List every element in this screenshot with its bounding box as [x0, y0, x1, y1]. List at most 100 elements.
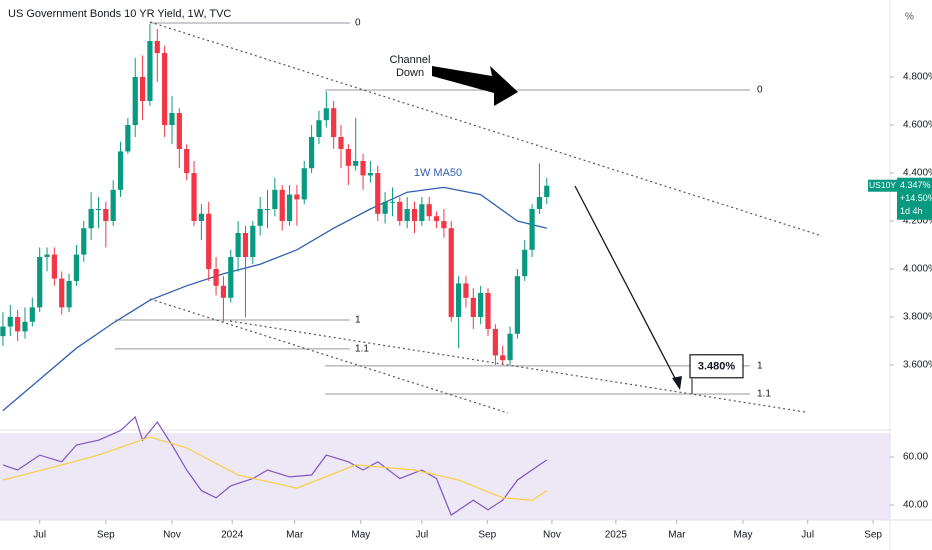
- candle-body: [169, 113, 175, 126]
- price-tag-value: 4.347%: [900, 180, 931, 190]
- candle-body: [411, 209, 418, 221]
- rsi-line: [2, 415, 548, 517]
- candle-body: [228, 256, 234, 298]
- candle-body: [191, 173, 197, 221]
- candle-body: [514, 276, 520, 334]
- candle-body: [81, 228, 87, 255]
- x-tick-label: Sep: [864, 530, 882, 541]
- candle-body: [301, 168, 307, 200]
- candle-body: [66, 280, 72, 308]
- y-tick-label: 4.200%: [903, 216, 932, 227]
- x-tick-label: Nov: [163, 530, 181, 541]
- candle-body: [22, 321, 28, 332]
- candle-body: [500, 355, 506, 361]
- candle-body: [433, 216, 440, 221]
- y-tick-label: 60.00: [903, 452, 928, 463]
- candle-body: [507, 333, 513, 361]
- target-box: [689, 354, 744, 379]
- fib-level-label: 0: [355, 18, 361, 29]
- candle-body: [139, 77, 146, 102]
- candle-body: [470, 297, 476, 317]
- annotation: Channel: [390, 54, 431, 66]
- candle-body: [184, 149, 190, 174]
- candle-body: [536, 197, 543, 210]
- candle-body: [323, 108, 329, 121]
- candle-body: [132, 77, 138, 126]
- x-tick-label: May: [734, 530, 753, 541]
- candle-body: [367, 173, 374, 176]
- candle-body: [544, 185, 550, 198]
- candle-body: [15, 316, 21, 332]
- candle-body: [272, 189, 278, 210]
- candle-body: [117, 151, 124, 190]
- rsi-line: [2, 436, 548, 501]
- candle-body: [154, 41, 160, 54]
- candle-body: [485, 292, 491, 329]
- price-tag-countdown: 1d 4h: [900, 206, 923, 216]
- candle-body: [345, 149, 351, 166]
- candle-body: [103, 209, 109, 221]
- candle-body: [95, 209, 102, 211]
- candle-body: [382, 201, 388, 214]
- annotation-arrow: [432, 66, 518, 106]
- candle-body: [316, 120, 322, 138]
- y-tick-label: 4.400%: [903, 168, 932, 179]
- candle-body: [0, 326, 6, 337]
- price-tag-symbol: [868, 179, 897, 192]
- x-tick-label: May: [351, 530, 370, 541]
- candle-body: [331, 108, 337, 138]
- candle-body: [353, 161, 359, 166]
- fib-level-label: 1.1: [757, 389, 771, 400]
- price-tag: [897, 177, 932, 220]
- moving-average: [2, 186, 547, 412]
- y-tick-label: 3.800%: [903, 312, 932, 323]
- candle-body: [176, 113, 182, 150]
- candle-body: [338, 137, 344, 150]
- projection-arrowhead: [672, 376, 682, 390]
- y-tick-label: 4.600%: [903, 120, 932, 131]
- candle-body: [147, 41, 153, 102]
- x-tick-label: Mar: [286, 530, 304, 541]
- fib-level-label: 0: [757, 85, 763, 96]
- candle-body: [404, 209, 410, 221]
- x-tick-label: Jul: [33, 530, 46, 541]
- x-tick-label: Jul: [801, 530, 814, 541]
- candle-body: [286, 194, 293, 221]
- price-pane: [0, 22, 890, 520]
- candle-body: [455, 283, 462, 317]
- chart-title: US Government Bonds 10 YR Yield, 1W, TVC: [8, 8, 231, 20]
- candle-body: [426, 204, 432, 217]
- candle-body: [250, 225, 256, 257]
- x-tick-label: Mar: [668, 530, 686, 541]
- x-tick-label: Sep: [97, 530, 115, 541]
- candle-body: [198, 213, 204, 221]
- candle-body: [375, 173, 381, 214]
- x-tick-label: Sep: [478, 530, 496, 541]
- candle-body: [206, 213, 212, 269]
- candle-body: [492, 328, 498, 356]
- x-tick-label: 2024: [221, 530, 244, 541]
- candle-body: [110, 189, 116, 221]
- candle-body: [7, 316, 13, 327]
- candle-body: [294, 194, 300, 200]
- candle-body: [88, 209, 94, 229]
- candle-body: [264, 209, 271, 211]
- target-label: 3.480%: [698, 361, 736, 373]
- fib-level-label: 1.1: [355, 344, 369, 355]
- candle-body: [478, 292, 484, 317]
- candle-body: [44, 254, 50, 257]
- candle-body: [29, 307, 35, 322]
- overlay-label: 1W MA50: [414, 167, 462, 179]
- y-tick-label: 40.00: [903, 500, 928, 511]
- candle-body: [441, 220, 447, 229]
- candle-body: [257, 209, 263, 226]
- projection-arrow: [574, 185, 679, 385]
- candle-body: [73, 254, 80, 281]
- fib-level-label: 1: [355, 315, 361, 326]
- candle-body: [125, 125, 131, 152]
- candle-body: [448, 228, 454, 317]
- candle-body: [463, 283, 469, 298]
- annotation: Down: [396, 67, 424, 79]
